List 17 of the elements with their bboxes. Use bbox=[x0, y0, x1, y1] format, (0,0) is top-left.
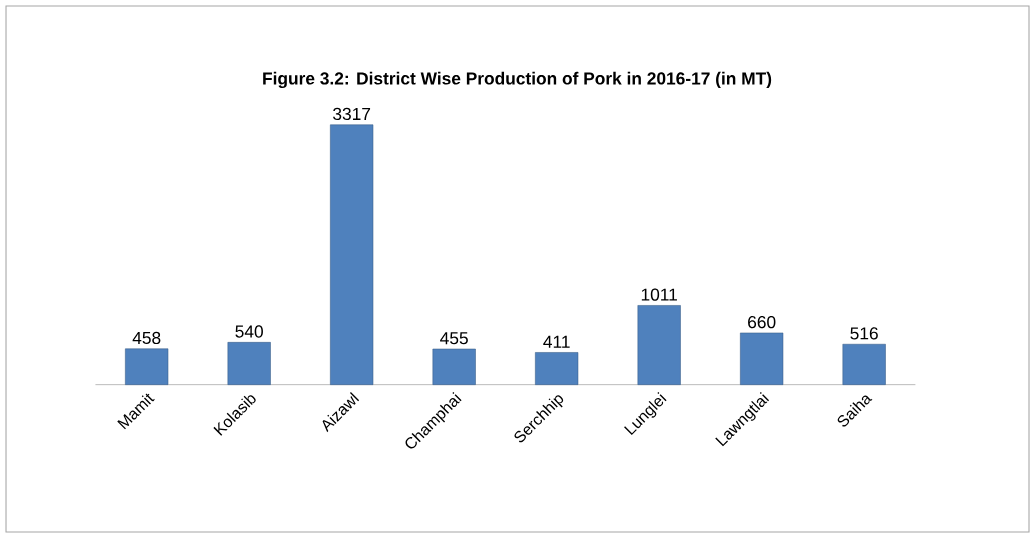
bar bbox=[227, 342, 271, 385]
data-label: 660 bbox=[748, 315, 776, 329]
data-label: 516 bbox=[850, 327, 878, 340]
bar bbox=[125, 348, 169, 385]
bar bbox=[432, 348, 476, 385]
data-label: 3317 bbox=[333, 107, 371, 121]
bar bbox=[842, 343, 886, 385]
data-label: 411 bbox=[543, 335, 570, 348]
bar bbox=[637, 305, 681, 385]
data-label: 458 bbox=[132, 331, 161, 345]
data-label: 455 bbox=[440, 332, 468, 345]
data-label: 540 bbox=[235, 325, 263, 338]
chart-title: Figure 3.2: District Wise Production of Pork in 2016-17 (in MT) bbox=[263, 71, 772, 89]
bar bbox=[740, 332, 784, 385]
bar bbox=[330, 124, 374, 385]
bar bbox=[535, 352, 579, 385]
data-label: 1011 bbox=[641, 288, 677, 301]
